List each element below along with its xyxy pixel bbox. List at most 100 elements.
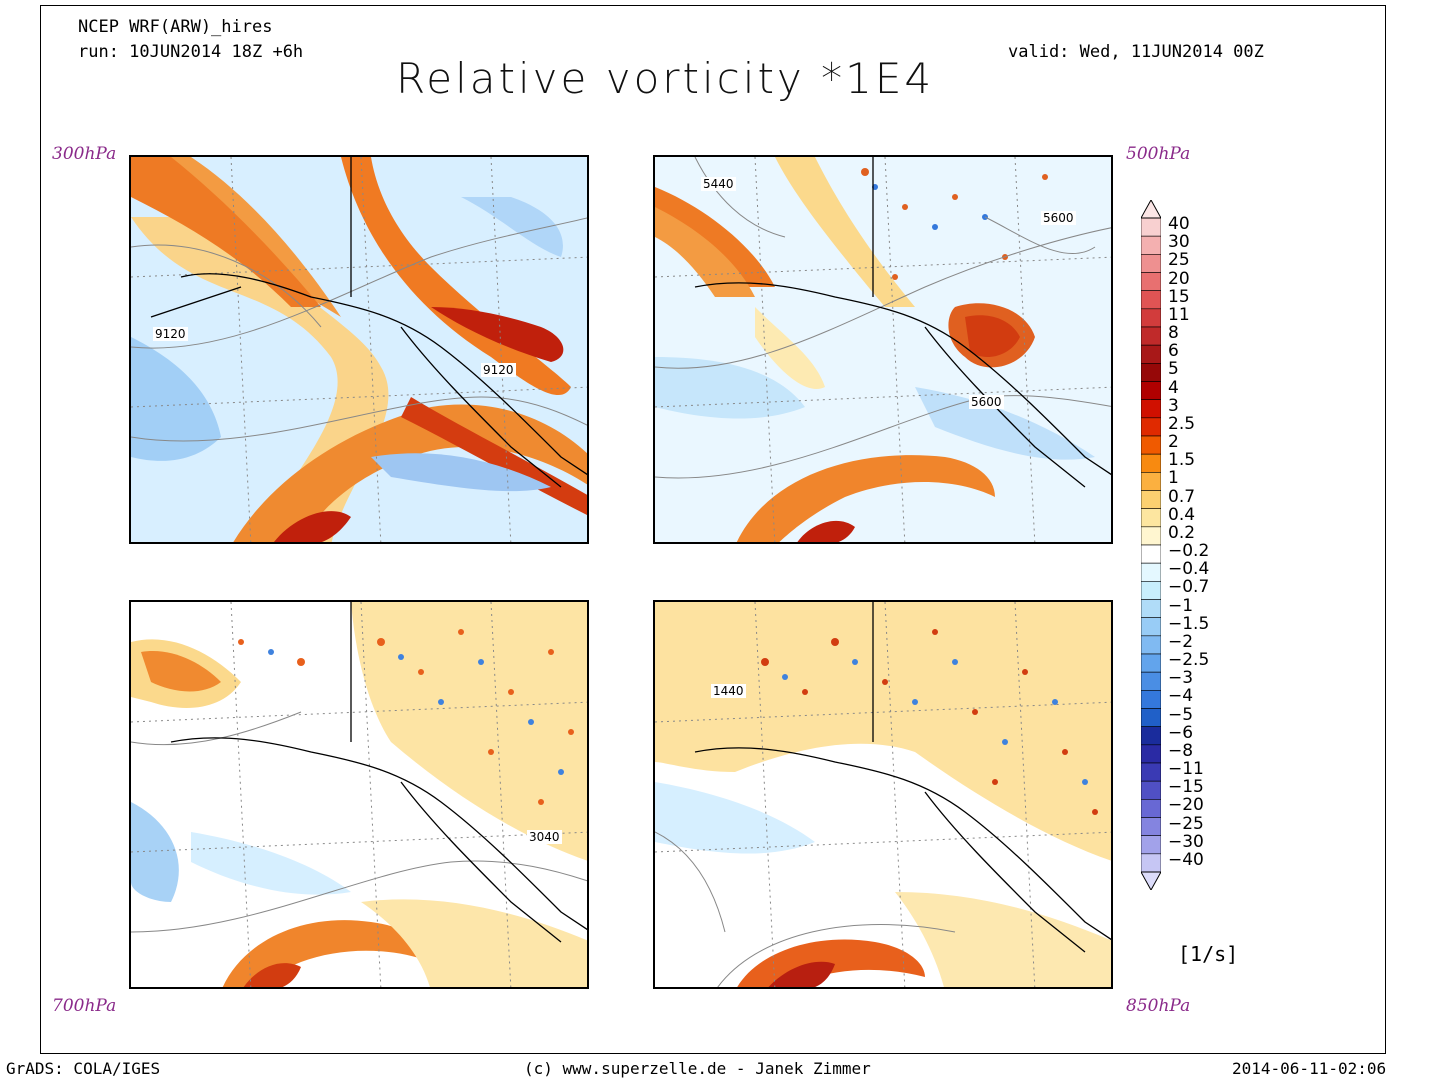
colorbar-cell [1141,417,1161,437]
colorbar-tick-label: 2 [1168,432,1179,452]
colorbar-tick-label: 20 [1168,268,1190,289]
colorbar-cell [1141,835,1161,855]
colorbar-cell [1141,381,1161,400]
colorbar-cell [1141,544,1161,564]
colorbar-tick-label: 11 [1168,304,1190,325]
colorbar-cell [1141,308,1161,328]
colorbar-tick-label: −20 [1168,795,1204,816]
colorbar-cell [1141,617,1161,637]
colorbar-cell [1141,726,1161,746]
contour-label: 9120 [153,327,188,341]
map-panel-500hpa: 5440 5600 5600 [653,155,1113,544]
colorbar-cell [1141,780,1161,800]
colorbar-cell [1141,762,1161,782]
colorbar-top-arrow [1141,200,1161,219]
colorbar-cell [1141,490,1161,509]
colorbar-cell [1141,690,1161,709]
footer-timestamp: 2014-06-11-02:06 [1232,1059,1387,1078]
footer-software: GrADS: COLA/IGES [6,1059,161,1078]
colorbar [1141,200,1161,890]
colorbar-cell [1141,708,1161,727]
colorbar-cell [1141,363,1161,382]
unit-label: [1/s] [1178,942,1239,966]
colorbar-cell [1141,290,1161,310]
colorbar-cell [1141,581,1161,600]
colorbar-cell [1141,635,1161,655]
level-label-300: 300hPa [52,144,117,164]
colorbar-tick-label: 4 [1168,377,1179,398]
contour-label: 3040 [527,830,562,844]
colorbar-cell [1141,254,1161,273]
colorbar-tick-label: 6 [1168,341,1179,362]
colorbar-tick-label: 1 [1168,468,1179,489]
colorbar-cell [1141,344,1161,364]
colorbar-tick-label: −0.4 [1168,559,1210,580]
colorbar-tick-label: −2.5 [1168,650,1210,670]
colorbar-tick-label: 2.5 [1168,413,1196,434]
colorbar-cell [1141,599,1161,618]
footer-credit: (c) www.superzelle.de - Janek Zimmer [524,1059,871,1078]
map-panel-300hpa: 9120 9120 [129,155,589,544]
colorbar-tick-label: −30 [1168,831,1204,852]
colorbar-tick-label: −5 [1168,704,1194,725]
colorbar-cell [1141,326,1161,346]
colorbar-cell [1141,817,1161,836]
colorbar-tick-label: −11 [1168,759,1204,779]
contour-label: 9120 [481,363,516,377]
model-name: NCEP WRF(ARW)_hires [78,17,273,37]
noise-blobs [761,629,1098,815]
colorbar-tick-label: 3 [1168,395,1179,416]
colorbar-cell [1141,671,1161,691]
level-label-500: 500hPa [1126,144,1191,164]
level-label-850: 850hPa [1126,996,1191,1016]
colorbar-cell [1141,235,1161,255]
colorbar-tick-label: 1.5 [1168,450,1196,471]
colorbar-tick-label: 30 [1168,232,1190,253]
colorbar-tick-label: 0.7 [1168,486,1196,507]
plot-frame [40,5,1386,1054]
colorbar-tick-label: −2 [1168,631,1194,652]
colorbar-tick-label: 0.2 [1168,522,1196,543]
vorticity-field-850 [655,602,1111,987]
colorbar-cell [1141,562,1161,582]
colorbar-tick-label: −8 [1168,740,1194,761]
colorbar-tick-label: 8 [1168,323,1179,343]
colorbar-tick-label: −6 [1168,722,1194,743]
vorticity-field-700 [131,602,587,987]
colorbar-cell [1141,508,1161,528]
colorbar-cell [1141,853,1161,873]
colorbar-cell [1141,435,1161,455]
colorbar-tick-label: −4 [1168,686,1194,707]
vorticity-field-500 [655,157,1111,542]
contour-label: 5600 [969,395,1004,409]
colorbar-tick-label: −1 [1168,595,1194,616]
chart-title: Relative vorticity *1E4 [396,54,935,103]
colorbar-cell [1141,217,1161,237]
colorbar-cell [1141,799,1161,818]
colorbar-cell [1141,399,1161,419]
valid-time: valid: Wed, 11JUN2014 00Z [1008,42,1264,62]
colorbar-tick-label: −15 [1168,777,1204,798]
contour-label: 5600 [1041,211,1076,225]
colorbar-cell [1141,526,1161,546]
colorbar-cell [1141,744,1161,764]
colorbar-tick-label: 0.4 [1168,504,1196,525]
colorbar-cell [1141,453,1161,473]
colorbar-tick-label: 25 [1168,250,1190,271]
vorticity-field-300 [131,157,587,542]
colorbar-tick-label: −25 [1168,813,1204,834]
level-label-700: 700hPa [52,996,117,1016]
noise-blobs [238,629,574,805]
colorbar-tick-label: −1.5 [1168,613,1210,634]
map-panel-700hpa: 3040 [129,600,589,989]
run-info: run: 10JUN2014 18Z +6h [78,42,304,62]
colorbar-cell [1141,472,1161,491]
colorbar-tick-label: 5 [1168,359,1179,380]
colorbar-tick-label: −3 [1168,668,1194,689]
colorbar-tick-label: −0.7 [1168,577,1210,598]
colorbar-bottom-arrow [1141,871,1161,890]
colorbar-tick-label: 15 [1168,286,1190,307]
colorbar-cell [1141,272,1161,291]
contour-label: 5440 [701,177,736,191]
map-panel-850hpa: 1440 [653,600,1113,989]
